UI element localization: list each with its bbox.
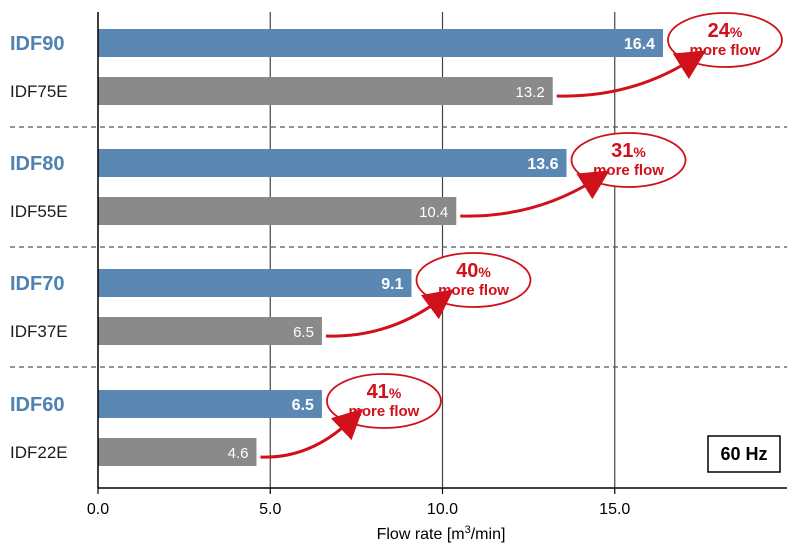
x-tick-label-2: 10.0 <box>427 501 458 518</box>
callout-percent-idf60: 41% <box>367 381 402 403</box>
x-axis-label-prefix: Flow rate [m <box>377 526 465 543</box>
bar-idf75e <box>98 77 553 105</box>
category-label-idf60: IDF60 <box>10 394 64 416</box>
callout-percent-number: 40 <box>456 260 478 282</box>
category-label-idf75e: IDF75E <box>10 82 68 101</box>
callout-percent-number: 41 <box>367 381 389 403</box>
x-axis-label-superscript: 3 <box>465 524 471 536</box>
callout-percent-sign: % <box>389 385 402 401</box>
callout-percent-sign: % <box>633 144 646 160</box>
x-axis-label-suffix: /min] <box>471 526 506 543</box>
x-tick-label-1: 5.0 <box>259 501 281 518</box>
x-tick-label-3: 15.0 <box>599 501 630 518</box>
callout-idf90: 24%more flow <box>556 12 783 98</box>
callout-percent-number: 31 <box>611 140 633 162</box>
callout-percent-idf90: 24% <box>708 20 743 42</box>
callout-percent-sign: % <box>478 264 491 280</box>
callout-arrow-idf80 <box>460 170 610 218</box>
callout-arrow-idf70 <box>325 289 454 338</box>
value-label-idf37e: 6.5 <box>293 324 314 341</box>
callout-idf80: 31%more flow <box>460 132 687 218</box>
callout-arrow-idf90 <box>556 50 707 98</box>
callout-percent-idf70: 40% <box>456 260 491 282</box>
frequency-badge-box <box>707 435 781 473</box>
value-label-idf22e: 4.6 <box>228 445 249 462</box>
frequency-badge-text: 60 Hz <box>720 444 767 464</box>
value-label-idf60: 6.5 <box>292 397 314 414</box>
callout-text-idf80: more flow <box>593 162 664 179</box>
callout-percent-sign: % <box>730 24 743 40</box>
bar-idf55e <box>98 197 457 225</box>
frequency-badge: 60 Hz <box>707 435 781 473</box>
value-label-idf55e: 10.4 <box>419 204 448 221</box>
bars-layer: IDF90 16.4 IDF75E 13.2 IDF80 13.6 IDF55E 10.4 ID… <box>10 29 663 466</box>
bar-idf22e <box>98 438 257 466</box>
bar-idf80 <box>98 149 567 177</box>
callout-idf60: 41%more flow <box>260 373 442 459</box>
value-label-idf75e: 13.2 <box>516 84 545 101</box>
callout-idf70: 40%more flow <box>325 252 532 338</box>
callout-percent-number: 24 <box>708 20 731 42</box>
bar-idf37e <box>98 317 322 345</box>
category-label-idf70: IDF70 <box>10 273 64 295</box>
category-label-idf90: IDF90 <box>10 33 64 55</box>
category-label-idf22e: IDF22E <box>10 443 68 462</box>
category-label-idf55e: IDF55E <box>10 202 68 221</box>
value-label-idf70: 9.1 <box>381 276 403 293</box>
callout-arrow-idf60 <box>260 408 364 459</box>
value-label-idf90: 16.4 <box>624 36 655 53</box>
x-axis-label: Flow rate [m3/min] <box>377 524 506 543</box>
callout-percent-idf80: 31% <box>611 140 646 162</box>
callout-text-idf90: more flow <box>690 42 761 59</box>
callout-text-idf60: more flow <box>349 403 420 420</box>
category-label-idf80: IDF80 <box>10 153 64 175</box>
bar-idf70 <box>98 269 412 297</box>
bar-idf60 <box>98 390 322 418</box>
category-label-idf37e: IDF37E <box>10 322 68 341</box>
bar-idf90 <box>98 29 663 57</box>
x-tick-label-0: 0.0 <box>87 501 109 518</box>
value-label-idf80: 13.6 <box>527 156 558 173</box>
callout-text-idf70: more flow <box>438 282 509 299</box>
axis-layer: 0.0 5.0 10.0 15.0 <box>87 12 787 518</box>
